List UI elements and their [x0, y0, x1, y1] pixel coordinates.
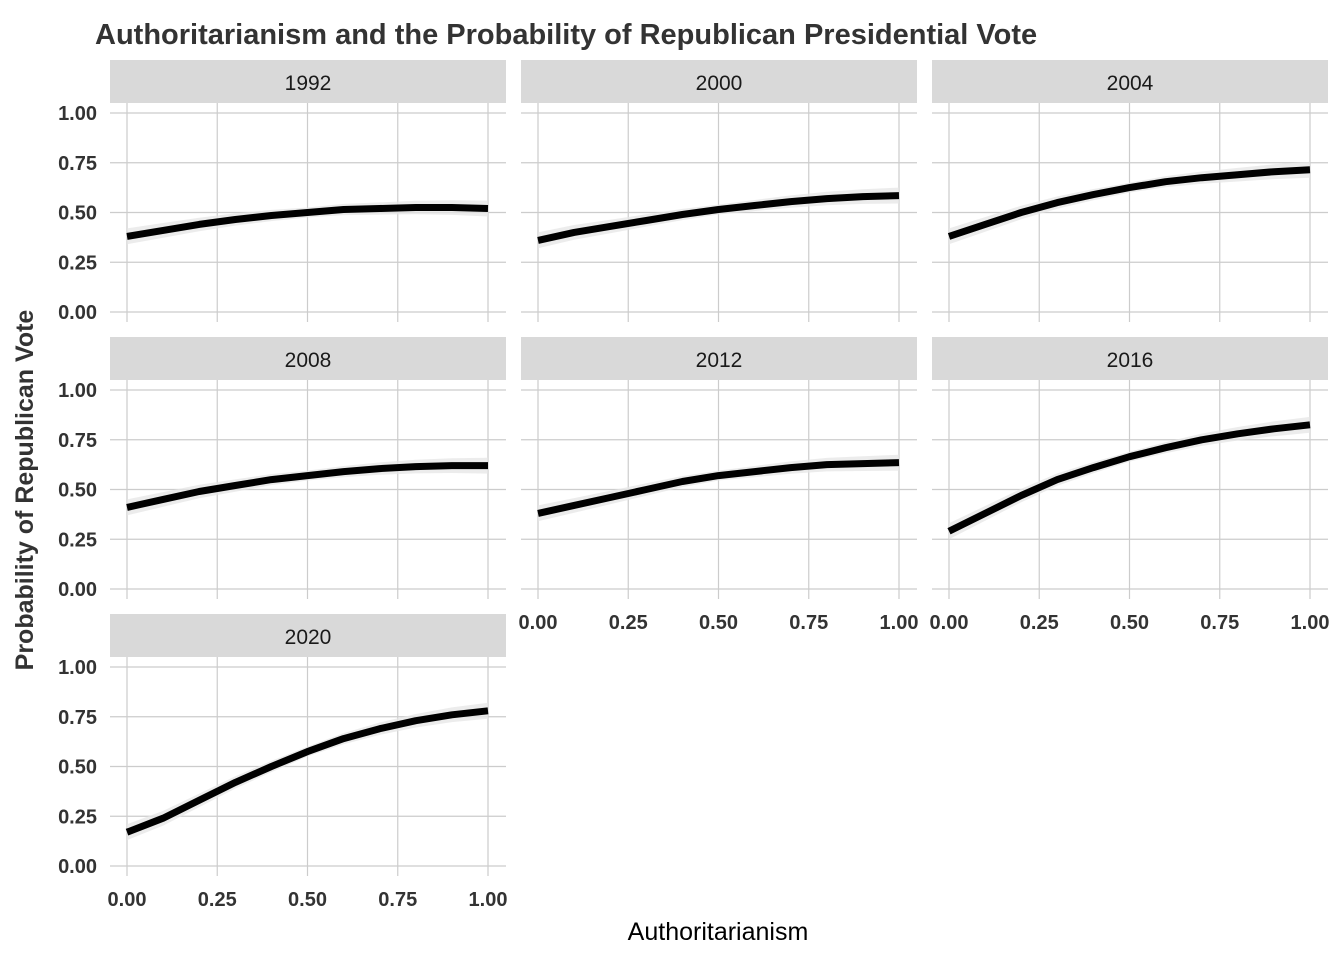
y-tick-label: 0.00: [58, 856, 97, 878]
strip-label-2016: 2016: [1107, 349, 1154, 372]
panel-1992: 1992 0.00 0.25 0.50 0.75 1.00: [58, 60, 506, 324]
confidence-band-2004: [949, 161, 1310, 245]
panel-2004: 2004: [932, 60, 1328, 322]
y-tick-label: 1.00: [58, 103, 97, 125]
x-tick-label: 0.50: [699, 612, 738, 634]
x-axis-title: Authoritarianism: [628, 918, 809, 946]
strip-label-2012: 2012: [696, 349, 743, 372]
strip-2020: [110, 614, 506, 657]
panel-2020: 2020 0.00 0.25 0.50 0.75 1.00 0.00 0.25 0.50 0.75…: [58, 614, 507, 911]
strip-2000: [521, 60, 917, 103]
x-tick-label: 0.75: [789, 612, 828, 634]
x-tick-label: 0.75: [1200, 612, 1239, 634]
panel-2012: 2012 0.00 0.25 0.50 0.75 1.00: [519, 337, 919, 634]
series-line-2012: [537, 459, 900, 517]
y-tick-label: 0.25: [58, 252, 97, 274]
x-tick-label: 0.25: [609, 612, 648, 634]
strip-label-2000: 2000: [696, 72, 743, 95]
strip-label-1992: 1992: [285, 72, 332, 95]
y-tick-label: 0.25: [58, 806, 97, 828]
strip-1992: [110, 60, 506, 103]
y-tick-label: 0.75: [58, 430, 97, 452]
x-tick-label: 0.75: [378, 889, 417, 911]
y-tick-label: 1.00: [58, 380, 97, 402]
series-line-2000: [537, 192, 900, 244]
y-axis-title: Probability of Republican Vote: [11, 310, 39, 671]
series-line-2004: [947, 166, 1311, 240]
y-tick-label: 0.50: [58, 480, 97, 502]
y-tick-label: 1.00: [58, 657, 97, 679]
y-tick-label: 0.25: [58, 529, 97, 551]
y-tick-label: 0.50: [58, 203, 97, 225]
series-line-2016: [947, 421, 1311, 535]
x-tick-label: 0.25: [198, 889, 237, 911]
strip-2016: [932, 337, 1328, 380]
series-line-1992: [126, 204, 489, 240]
chart-title: Authoritarianism and the Probability of …: [95, 19, 1037, 51]
x-tick-label: 0.00: [930, 612, 969, 634]
x-tick-label: 0.50: [288, 889, 327, 911]
y-tick-label: 0.00: [58, 302, 97, 324]
panel-2008: 2008 0.00 0.25 0.50 0.75 1.00: [58, 337, 506, 601]
strip-2004: [932, 60, 1328, 103]
strip-2012: [521, 337, 917, 380]
confidence-band-2008: [127, 457, 488, 516]
panel-2000: 2000: [521, 60, 917, 322]
x-tick-label: 0.50: [1110, 612, 1149, 634]
strip-label-2020: 2020: [285, 626, 332, 649]
strip-label-2004: 2004: [1107, 72, 1154, 95]
strip-label-2008: 2008: [285, 349, 332, 372]
strip-2008: [110, 337, 506, 380]
series-line-2020: [125, 707, 489, 836]
panels-layer: 1992 0.00 0.25 0.50 0.75 1.00 2000 2004 2008 0.00…: [58, 60, 1329, 911]
x-tick-label: 0.00: [108, 889, 147, 911]
x-tick-label: 0.00: [519, 612, 558, 634]
y-tick-label: 0.00: [58, 579, 97, 601]
confidence-band-2012: [538, 454, 899, 522]
x-tick-label: 1.00: [469, 889, 508, 911]
x-tick-label: 1.00: [880, 612, 919, 634]
x-tick-label: 1.00: [1291, 612, 1330, 634]
y-tick-label: 0.75: [58, 707, 97, 729]
y-tick-label: 0.75: [58, 153, 97, 175]
x-tick-label: 0.25: [1020, 612, 1059, 634]
y-tick-label: 0.50: [58, 757, 97, 779]
series-line-2008: [126, 462, 488, 511]
panel-2016: 2016 0.00 0.25 0.50 0.75 1.00: [930, 337, 1330, 634]
